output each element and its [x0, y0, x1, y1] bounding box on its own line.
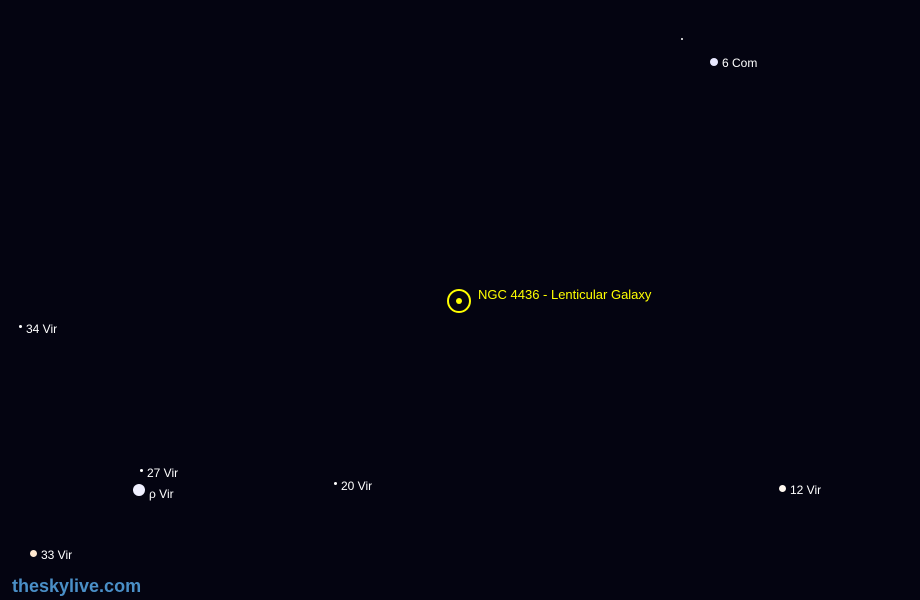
- star: [30, 550, 37, 557]
- star-label: ρ Vir: [149, 487, 174, 501]
- star: [334, 482, 337, 485]
- star: [133, 484, 145, 496]
- star-label: 27 Vir: [147, 466, 178, 480]
- tiny-star: [681, 38, 683, 40]
- star-label: 34 Vir: [26, 322, 57, 336]
- star: [710, 58, 718, 66]
- star-label: 6 Com: [722, 56, 757, 70]
- target-label: NGC 4436 - Lenticular Galaxy: [478, 287, 651, 302]
- target-dot: [456, 298, 462, 304]
- star-label: 33 Vir: [41, 548, 72, 562]
- star-label: 12 Vir: [790, 483, 821, 497]
- star: [779, 485, 786, 492]
- star-label: 20 Vir: [341, 479, 372, 493]
- star: [140, 469, 143, 472]
- star: [19, 325, 22, 328]
- watermark: theskylive.com: [12, 576, 141, 597]
